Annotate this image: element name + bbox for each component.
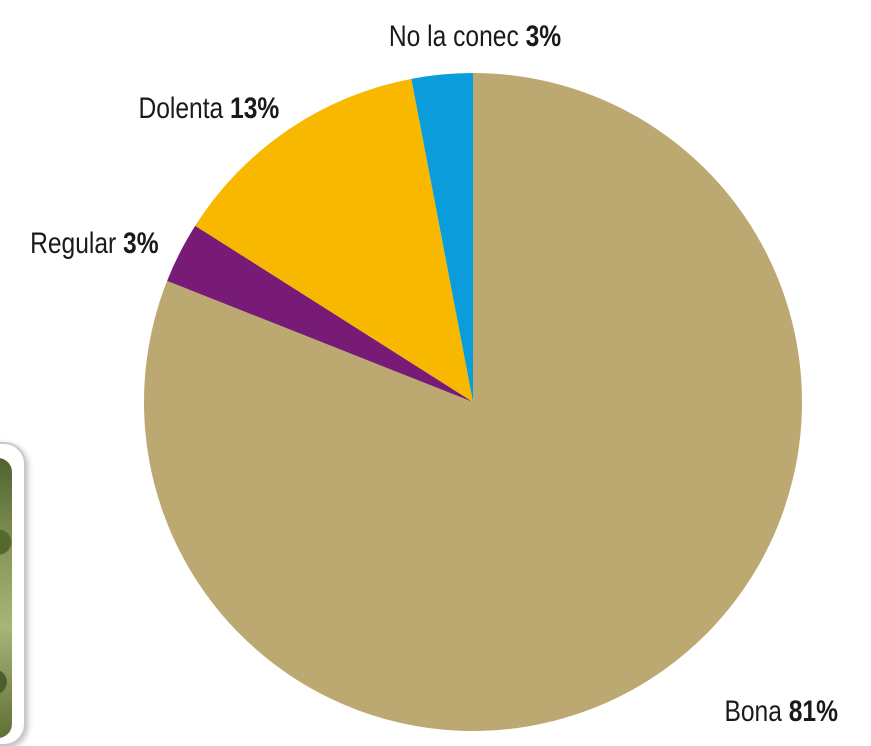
slice-label-name: No la conec [389, 19, 526, 53]
slice-label-bona: Bona 81% [724, 694, 837, 728]
pie-slice-no-la-conec [411, 73, 473, 402]
slice-label-value: 3% [526, 19, 562, 53]
pie-slice-dolenta [195, 78, 473, 402]
slice-label-name: Regular [30, 226, 123, 260]
slice-label-no-la-conec: No la conec 3% [389, 19, 561, 53]
slice-label-name: Dolenta [138, 91, 230, 125]
photo-card [0, 442, 26, 746]
slice-label-name: Bona [724, 694, 788, 728]
slice-label-dolenta: Dolenta 13% [138, 91, 279, 125]
slice-label-value: 13% [230, 91, 279, 125]
slice-label-regular: Regular 3% [30, 226, 158, 260]
slice-label-value: 81% [789, 694, 838, 728]
pie-slice-bona [143, 73, 802, 731]
slice-label-value: 3% [123, 226, 159, 260]
pie-slice-regular [167, 225, 473, 402]
photo-image [0, 458, 12, 738]
